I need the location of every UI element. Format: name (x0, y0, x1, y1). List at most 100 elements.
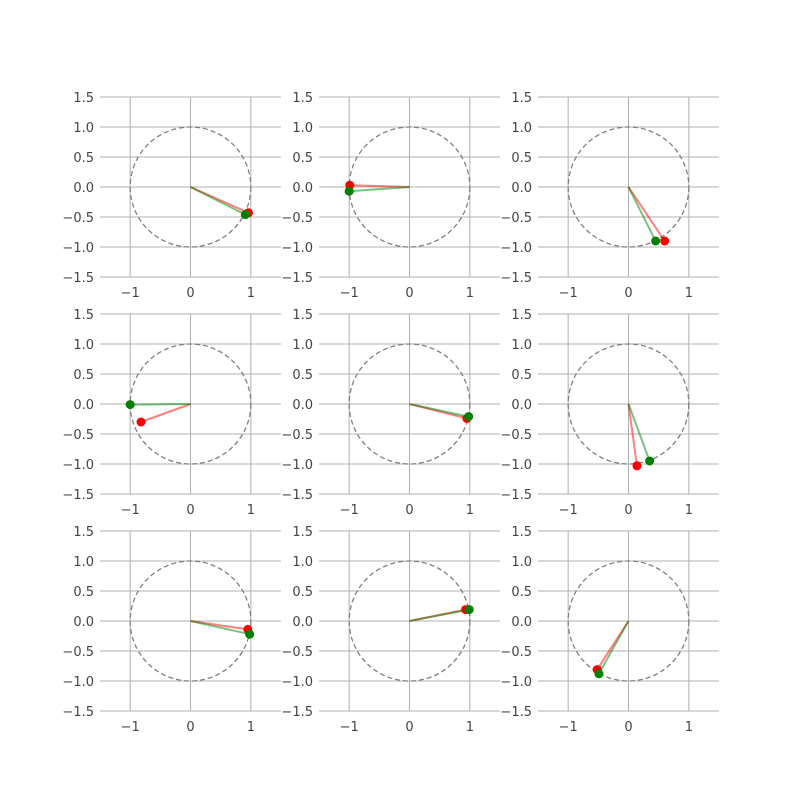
y-tick-label: 0.5 (292, 585, 313, 600)
y-tick-label: 0.0 (511, 615, 532, 630)
unit-circle (348, 343, 471, 465)
x-tick-label: −1 (121, 503, 140, 518)
series-line-green (598, 620, 630, 675)
series-line-red (627, 186, 666, 242)
y-tick-label: 1.0 (511, 121, 532, 136)
y-tick-label: 0.0 (292, 181, 313, 196)
y-tick-label: −1.5 (500, 271, 532, 286)
x-tick-label: 1 (685, 503, 693, 518)
y-tick-label: 0.5 (73, 585, 94, 600)
series-line-green (627, 186, 657, 242)
series-point-red (136, 417, 146, 427)
subplot-5: 1.5 1.0 0.5 0.0 −0.5 −1.0 −1.5 −1 0 1 (281, 308, 500, 518)
y-tick-label: 0.0 (292, 398, 313, 413)
y-tick-label: −1.5 (281, 271, 313, 286)
y-tick-label: −0.5 (62, 645, 94, 660)
series-point-red (632, 461, 642, 471)
series-point-green (464, 412, 474, 422)
series-line-green (409, 608, 470, 622)
x-tick-label: 1 (685, 286, 693, 301)
series-point-green (240, 210, 250, 220)
x-tick-label: 0 (624, 503, 632, 518)
x-tick-label: −1 (559, 720, 578, 735)
series-line-green (190, 186, 246, 216)
series-point-green (645, 456, 655, 466)
y-tick-label: −0.5 (281, 211, 313, 226)
y-tick-label: 0.0 (73, 181, 94, 196)
y-tick-label: −1.5 (62, 271, 94, 286)
y-tick-label: 1.0 (292, 121, 313, 136)
unit-circle (348, 560, 471, 682)
y-tick-label: 1.5 (292, 91, 313, 106)
series-point-green (344, 186, 354, 196)
y-tick-label: 1.5 (292, 525, 313, 540)
y-tick-label: −1.5 (281, 705, 313, 720)
unit-circle (129, 560, 252, 682)
x-tick-label: 0 (624, 286, 632, 301)
y-tick-label: −0.5 (281, 428, 313, 443)
unit-circle (567, 560, 690, 682)
subplot-9: 1.5 1.0 0.5 0.0 −0.5 −1.0 −1.5 −1 0 1 (500, 525, 719, 735)
y-tick-label: 1.5 (511, 308, 532, 323)
x-tick-label: 1 (466, 720, 474, 735)
y-tick-label: −1.5 (62, 488, 94, 503)
y-tick-label: 1.5 (511, 91, 532, 106)
y-tick-label: 0.0 (511, 181, 532, 196)
y-tick-label: −1.0 (62, 241, 94, 256)
x-tick-label: −1 (121, 286, 140, 301)
subplot-3: 1.5 1.0 0.5 0.0 −0.5 −1.0 −1.5 −1 0 1 (500, 91, 719, 301)
y-tick-label: −0.5 (500, 211, 532, 226)
x-tick-label: 0 (186, 720, 194, 735)
x-tick-label: −1 (559, 286, 578, 301)
y-tick-label: 0.5 (73, 368, 94, 383)
unit-circle (567, 343, 690, 465)
y-tick-label: −1.0 (62, 675, 94, 690)
series-line-green (409, 403, 469, 418)
y-tick-label: 0.5 (511, 151, 532, 166)
y-tick-label: 1.0 (511, 338, 532, 353)
y-tick-label: 0.5 (292, 368, 313, 383)
y-tick-label: −1.0 (500, 241, 532, 256)
y-tick-label: 0.5 (511, 368, 532, 383)
y-tick-label: 1.0 (73, 121, 94, 136)
subplot-7: 1.5 1.0 0.5 0.0 −0.5 −1.0 −1.5 −1 0 1 (62, 525, 281, 735)
unit-circle (129, 126, 252, 248)
y-tick-label: 1.0 (292, 338, 313, 353)
x-tick-label: −1 (340, 720, 359, 735)
series-line-red (627, 403, 638, 466)
y-tick-label: −1.5 (62, 705, 94, 720)
series-line-green (349, 186, 410, 193)
y-tick-label: 1.0 (73, 338, 94, 353)
y-tick-label: 1.0 (73, 555, 94, 570)
x-tick-label: −1 (559, 503, 578, 518)
x-tick-label: 1 (247, 286, 255, 301)
subplot-8: 1.5 1.0 0.5 0.0 −0.5 −1.0 −1.5 −1 0 1 (281, 525, 500, 735)
x-tick-label: 1 (466, 503, 474, 518)
x-tick-label: 1 (466, 286, 474, 301)
series-point-green (464, 605, 474, 615)
x-tick-label: 0 (405, 286, 413, 301)
x-tick-label: −1 (121, 720, 140, 735)
y-tick-label: −1.0 (62, 458, 94, 473)
y-tick-label: 1.5 (73, 308, 94, 323)
x-tick-label: −1 (340, 286, 359, 301)
y-tick-label: 0.0 (73, 615, 94, 630)
y-tick-label: −1.0 (500, 675, 532, 690)
y-tick-label: −1.0 (281, 675, 313, 690)
x-tick-label: −1 (340, 503, 359, 518)
subplot-6: 1.5 1.0 0.5 0.0 −0.5 −1.0 −1.5 −1 0 1 (500, 308, 719, 518)
y-tick-label: −1.5 (281, 488, 313, 503)
y-tick-label: 1.5 (511, 525, 532, 540)
y-tick-label: −1.5 (500, 705, 532, 720)
series-line-red (140, 403, 191, 423)
series-point-green (651, 236, 661, 246)
series-point-green (245, 629, 255, 639)
series-line-green (190, 620, 250, 636)
x-tick-label: 1 (685, 720, 693, 735)
x-tick-label: 0 (186, 503, 194, 518)
y-tick-label: 1.5 (73, 91, 94, 106)
y-tick-label: 0.0 (292, 615, 313, 630)
x-tick-label: 1 (247, 503, 255, 518)
y-tick-label: −1.5 (500, 488, 532, 503)
series-point-red (660, 236, 670, 246)
